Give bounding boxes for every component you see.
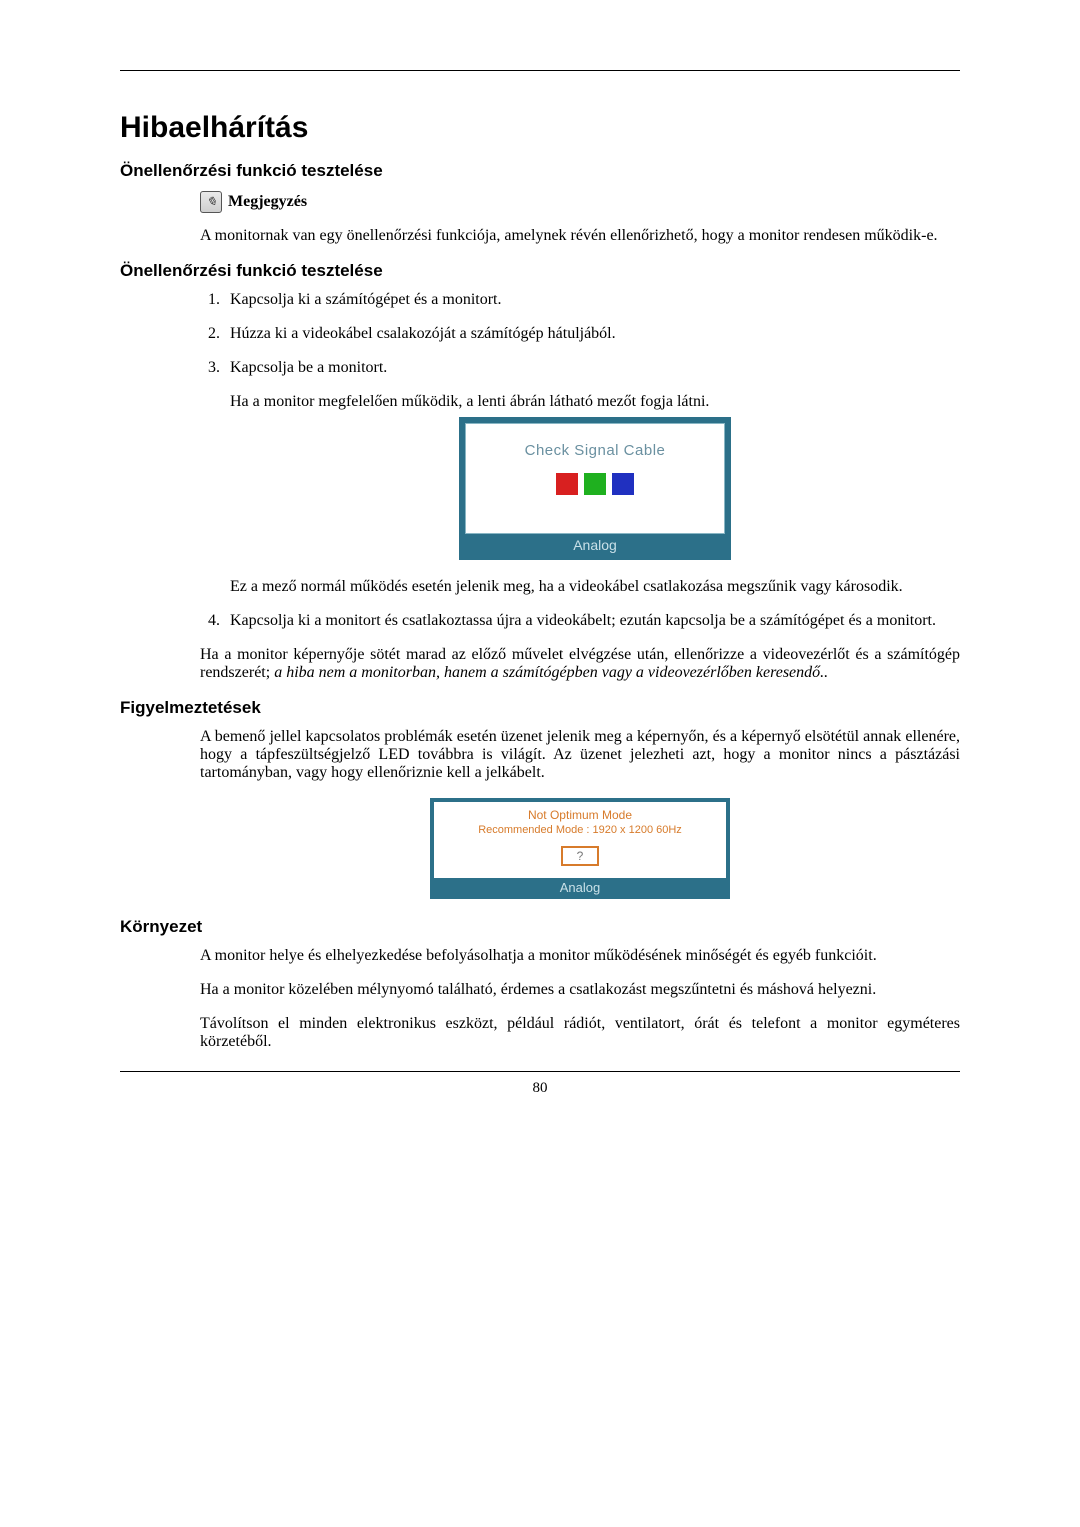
step-1: Kapcsolja ki a számítógépet és a monitor… xyxy=(224,291,960,309)
rule-bottom xyxy=(120,1071,960,1072)
note-block: ✎ Megjegyzés A monitornak van egy önelle… xyxy=(200,191,960,245)
step-3a-text: Ha a monitor megfelelően működik, a lent… xyxy=(230,393,960,411)
step-3b-text: Ez a mező normál működés esetén jelenik … xyxy=(230,578,960,596)
square-blue xyxy=(612,473,634,495)
step-2-text: Húzza ki a videokábel csalakozóját a szá… xyxy=(230,325,616,342)
step-1-text: Kapcsolja ki a számítógépet és a monitor… xyxy=(230,291,501,308)
note-label: Megjegyzés xyxy=(228,193,307,211)
figure-1-body: Check Signal Cable xyxy=(465,423,725,534)
figure-check-signal-cable: Check Signal Cable Analog xyxy=(459,417,731,560)
figure-2-line2: Recommended Mode : 1920 x 1200 60Hz xyxy=(440,824,720,836)
page-title: Hibaelhárítás xyxy=(120,111,960,145)
note-row: ✎ Megjegyzés xyxy=(200,191,960,213)
steps-list: Kapcsolja ki a számítógépet és a monitor… xyxy=(200,291,960,630)
figure-2-footer: Analog xyxy=(434,878,726,895)
figure-1-wrap: Check Signal Cable Analog xyxy=(230,417,960,560)
note-icon: ✎ xyxy=(200,191,222,213)
figure-2-body: Not Optimum Mode Recommended Mode : 1920… xyxy=(434,802,726,878)
note-text: A monitornak van egy önellenőrzési funkc… xyxy=(200,227,960,245)
environment-p1: A monitor helye és elhelyezkedése befoly… xyxy=(200,947,960,965)
figure-not-optimum-mode: Not Optimum Mode Recommended Mode : 1920… xyxy=(430,798,730,899)
page-number: 80 xyxy=(120,1080,960,1097)
figure-1-title: Check Signal Cable xyxy=(474,442,716,459)
step-2: Húzza ki a videokábel csalakozóját a szá… xyxy=(224,325,960,343)
section-heading-selftest-2: Önellenőrzési funkció tesztelése xyxy=(120,261,960,281)
figure-2-question: ? xyxy=(561,846,599,866)
figure-1-footer: Analog xyxy=(465,534,725,554)
steps-block: Kapcsolja ki a számítógépet és a monitor… xyxy=(200,291,960,682)
rule-top xyxy=(120,70,960,71)
step-3-text: Kapcsolja be a monitort. xyxy=(230,359,387,376)
step-4: Kapcsolja ki a monitort és csatlakoztass… xyxy=(224,612,960,630)
warnings-block: A bemenő jellel kapcsolatos problémák es… xyxy=(200,728,960,899)
after-steps-paragraph: Ha a monitor képernyője sötét marad az e… xyxy=(200,646,960,682)
section-heading-environment: Környezet xyxy=(120,917,960,937)
square-green xyxy=(584,473,606,495)
environment-p2: Ha a monitor közelében mélynyomó találha… xyxy=(200,981,960,999)
warnings-p1: A bemenő jellel kapcsolatos problémák es… xyxy=(200,728,960,782)
figure-2-line1: Not Optimum Mode xyxy=(440,808,720,822)
after-steps-p1b: a hiba nem a monitorban, hanem a számító… xyxy=(274,664,824,681)
page: Hibaelhárítás Önellenőrzési funkció tesz… xyxy=(0,0,1080,1527)
step-4-text: Kapcsolja ki a monitort és csatlakoztass… xyxy=(230,612,936,629)
section-heading-selftest-1: Önellenőrzési funkció tesztelése xyxy=(120,161,960,181)
environment-block: A monitor helye és elhelyezkedése befoly… xyxy=(200,947,960,1051)
square-red xyxy=(556,473,578,495)
environment-p3: Távolítson el minden elektronikus eszköz… xyxy=(200,1015,960,1051)
figure-1-squares xyxy=(474,473,716,495)
step-3: Kapcsolja be a monitort. Ha a monitor me… xyxy=(224,359,960,596)
section-heading-warnings: Figyelmeztetések xyxy=(120,698,960,718)
figure-2-wrap: Not Optimum Mode Recommended Mode : 1920… xyxy=(200,798,960,899)
